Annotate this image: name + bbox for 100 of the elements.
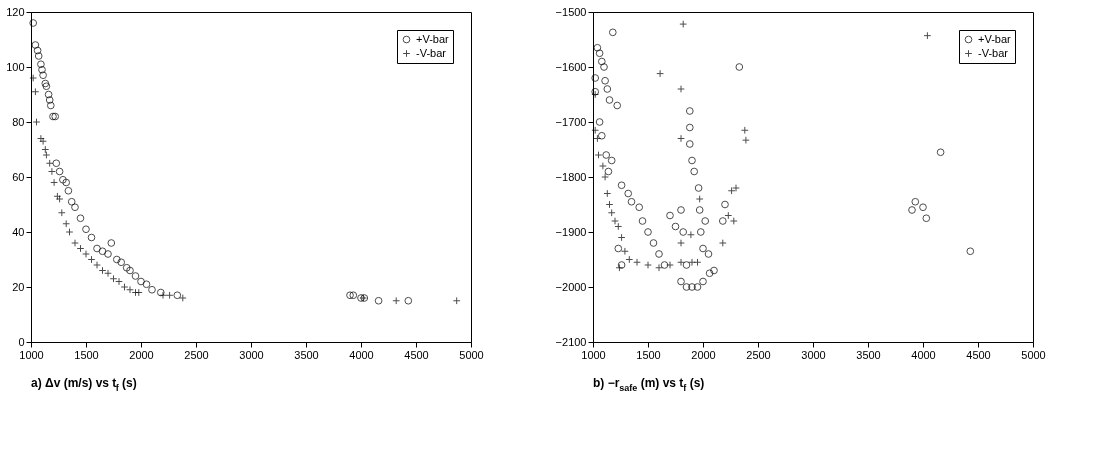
point (604, 167, 613, 176)
point (165, 291, 174, 300)
point (695, 195, 704, 203)
point (55, 167, 64, 176)
point (922, 214, 931, 223)
point (705, 269, 714, 278)
point (42, 151, 51, 159)
point (688, 156, 696, 165)
point (677, 239, 685, 247)
x-tick-label: 4500 (966, 348, 991, 361)
point (718, 217, 727, 225)
x-tick-label: 1000 (581, 348, 606, 361)
point (699, 277, 707, 286)
point (649, 239, 658, 247)
point (148, 285, 156, 294)
point (605, 96, 614, 104)
point (694, 184, 703, 192)
point (34, 52, 43, 60)
point (704, 250, 713, 258)
point (82, 225, 90, 234)
point (112, 255, 121, 264)
point (93, 244, 101, 253)
point (39, 137, 47, 146)
point (679, 20, 688, 28)
point (677, 258, 685, 267)
y-tick-label: −1600 (555, 60, 587, 73)
point (599, 162, 607, 170)
point (908, 206, 916, 214)
point (52, 159, 61, 168)
point (64, 186, 73, 195)
point (45, 96, 54, 104)
point (615, 263, 624, 272)
point (71, 239, 79, 247)
point (740, 126, 749, 135)
point (732, 184, 740, 192)
x-tick-label: 3500 (294, 348, 319, 361)
point (966, 247, 975, 256)
point (42, 82, 51, 91)
point (685, 140, 694, 148)
point (107, 239, 116, 247)
point (98, 247, 107, 256)
x-tick-label: 3500 (856, 348, 881, 361)
point (677, 206, 685, 214)
x-tick-label: 1500 (636, 348, 661, 361)
x-tick-label: 3000 (239, 348, 264, 361)
x-tick-label: 1000 (19, 348, 44, 361)
point (696, 228, 705, 236)
point (44, 90, 53, 99)
x-tick-label: 4000 (349, 348, 374, 361)
point (374, 296, 383, 305)
x-tick-label: 5000 (459, 348, 484, 361)
point (156, 288, 165, 297)
point (685, 123, 694, 132)
point (699, 244, 707, 253)
point (601, 173, 609, 181)
point (655, 263, 663, 272)
point (656, 69, 664, 78)
point (607, 208, 616, 217)
x-tick-label: 5000 (1021, 348, 1046, 361)
point (690, 167, 699, 176)
legend-label: -V-bar (416, 46, 447, 59)
point (357, 294, 365, 302)
point (173, 291, 182, 300)
y-tick-label: −1800 (555, 170, 587, 183)
point (131, 272, 140, 280)
point (638, 217, 647, 225)
point (591, 87, 600, 96)
point (701, 217, 710, 225)
x-tick-label: 4000 (911, 348, 936, 361)
point (62, 178, 71, 187)
x-tick-label: 2000 (691, 348, 716, 361)
point (603, 85, 612, 93)
y-tick-label: −2000 (555, 280, 587, 293)
point (178, 294, 187, 302)
legend-label: +V-bar (978, 32, 1012, 45)
point (31, 41, 40, 49)
point (671, 222, 680, 231)
point (727, 186, 736, 195)
y-tick-label: 40 (12, 225, 25, 238)
x-tick-label: 3000 (801, 348, 826, 361)
x-tick-label: 4500 (404, 348, 429, 361)
point (82, 250, 90, 258)
point (602, 151, 611, 159)
point (608, 28, 617, 37)
point (51, 112, 60, 121)
point (29, 19, 38, 27)
point (633, 258, 641, 267)
point (29, 74, 38, 82)
point (122, 263, 131, 272)
point (682, 283, 691, 291)
point (601, 76, 609, 85)
point (617, 181, 626, 190)
point (33, 46, 42, 55)
y-tick-label: 0 (18, 335, 25, 348)
y-tick-label: −1900 (555, 225, 587, 238)
point (595, 49, 604, 58)
point (627, 197, 636, 206)
point (742, 136, 750, 144)
point (595, 118, 604, 126)
point (392, 296, 401, 305)
